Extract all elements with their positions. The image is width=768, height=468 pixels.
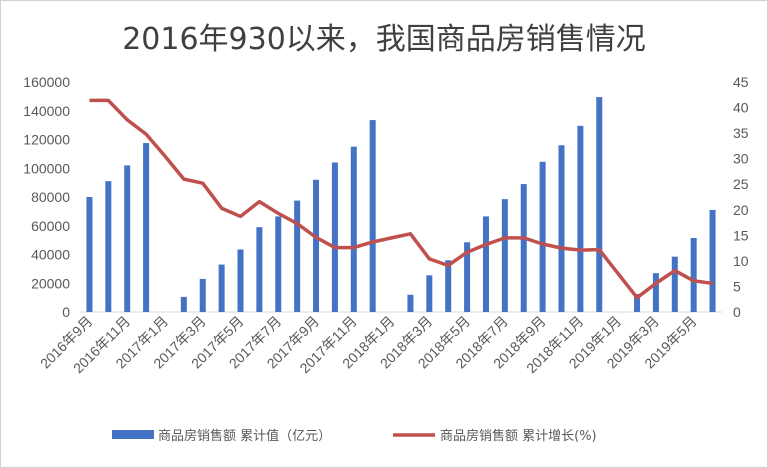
bar bbox=[313, 179, 320, 312]
bar bbox=[501, 199, 508, 312]
bar bbox=[331, 162, 338, 312]
bar bbox=[577, 125, 584, 312]
growth-line bbox=[89, 98, 713, 300]
bar bbox=[482, 216, 489, 312]
bar bbox=[426, 275, 433, 312]
left-tick-label: 120000 bbox=[23, 132, 70, 148]
bar bbox=[369, 120, 376, 312]
bar bbox=[105, 181, 112, 312]
left-tick-label: 60000 bbox=[31, 218, 70, 234]
bar bbox=[445, 260, 452, 312]
right-tick-label: 0 bbox=[733, 304, 741, 320]
bar bbox=[199, 278, 206, 312]
left-tick-label: 40000 bbox=[31, 247, 70, 263]
bar bbox=[464, 242, 471, 312]
bar-series bbox=[86, 97, 716, 313]
bar bbox=[275, 216, 282, 312]
bar bbox=[124, 165, 131, 313]
bar bbox=[671, 256, 678, 312]
right-tick-label: 40 bbox=[733, 100, 749, 116]
right-tick-label: 10 bbox=[733, 253, 749, 269]
bar bbox=[237, 249, 244, 312]
left-tick-label: 140000 bbox=[23, 103, 70, 119]
right-tick-label: 30 bbox=[733, 151, 749, 167]
chart-title: 2016年930以来，我国商品房销售情况 bbox=[122, 22, 646, 57]
right-tick-label: 35 bbox=[733, 125, 749, 141]
legend-label-bar: 商品房销售额 累计值（亿元） bbox=[158, 428, 331, 444]
left-axis-ticks: 0 20000 40000 60000 80000 100000 120000 140000 1… bbox=[23, 74, 70, 320]
bar bbox=[180, 296, 187, 312]
line-series bbox=[89, 98, 713, 300]
legend-label-line: 商品房销售额 累计增长(%) bbox=[440, 428, 597, 444]
right-tick-label: 5 bbox=[733, 278, 741, 294]
right-axis-ticks: 0 5 10 15 20 25 30 35 40 45 bbox=[733, 74, 749, 320]
right-tick-label: 45 bbox=[733, 74, 749, 90]
bar bbox=[596, 97, 603, 312]
right-tick-label: 25 bbox=[733, 176, 749, 192]
bar bbox=[256, 227, 263, 312]
left-tick-label: 20000 bbox=[31, 275, 70, 291]
bar bbox=[218, 264, 225, 312]
right-tick-label: 20 bbox=[733, 202, 749, 218]
bar bbox=[294, 200, 301, 312]
legend: 商品房销售额 累计值（亿元） 商品房销售额 累计增长(%) bbox=[112, 428, 597, 444]
bar bbox=[350, 146, 357, 312]
bar bbox=[520, 184, 527, 312]
left-tick-label: 100000 bbox=[23, 160, 70, 176]
bar bbox=[634, 294, 641, 312]
bar bbox=[143, 143, 150, 312]
bar bbox=[539, 161, 546, 312]
left-tick-label: 0 bbox=[62, 304, 70, 320]
bar bbox=[86, 197, 93, 312]
bar bbox=[407, 294, 414, 312]
bar bbox=[690, 237, 697, 312]
left-tick-label: 160000 bbox=[23, 74, 70, 90]
x-axis-ticks: 2016年9月2016年11月2017年1月2017年3月2017年5月2017… bbox=[37, 313, 700, 376]
bar bbox=[709, 209, 716, 312]
bar bbox=[652, 273, 659, 312]
bar bbox=[558, 145, 565, 312]
right-tick-label: 15 bbox=[733, 227, 749, 243]
left-tick-label: 80000 bbox=[31, 189, 70, 205]
legend-swatch-bar bbox=[112, 430, 154, 439]
